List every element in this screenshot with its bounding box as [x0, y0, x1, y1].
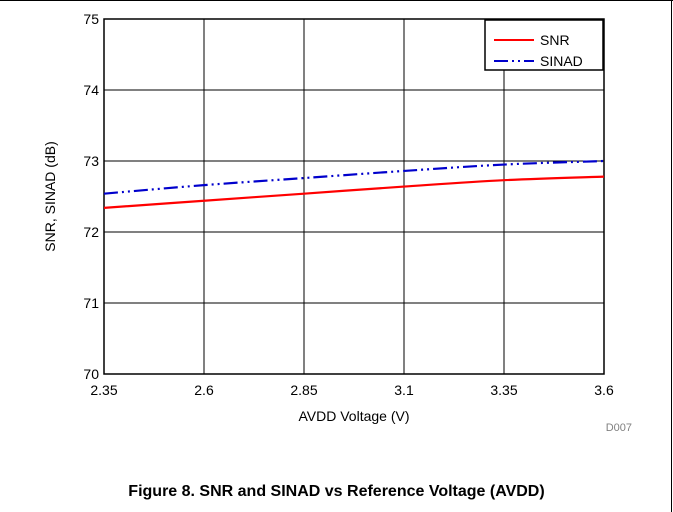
- legend: SNR SINAD: [484, 19, 604, 71]
- y-tick-label: 73: [83, 153, 99, 169]
- plot-area-border: [103, 18, 605, 375]
- y-tick-label: 71: [83, 295, 99, 311]
- series-line-snr: [103, 175, 605, 209]
- x-tick-label: 3.35: [490, 382, 517, 398]
- legend-label-snr: SNR: [540, 32, 570, 48]
- y-tick-label: 74: [83, 82, 99, 98]
- x-tick-label: 3.1: [394, 382, 414, 398]
- y-tick-label: 70: [83, 366, 99, 382]
- legend-label-sinad: SINAD: [540, 53, 583, 69]
- x-tick-label: 3.6: [594, 382, 614, 398]
- x-axis-title: AVDD Voltage (V): [298, 408, 409, 424]
- page-frame-top-border: [0, 0, 673, 1]
- series-lines: [103, 159, 605, 209]
- document-id: D007: [606, 422, 632, 434]
- x-tick-label: 2.6: [194, 382, 214, 398]
- figure-caption: Figure 8. SNR and SINAD vs Reference Vol…: [128, 483, 545, 500]
- series-line-sinad: [103, 159, 605, 195]
- y-axis-title: SNR, SINAD (dB): [42, 141, 58, 251]
- y-tick-label: 72: [83, 224, 99, 240]
- x-tick-label: 2.85: [290, 382, 317, 398]
- x-tick-label: 2.35: [90, 382, 117, 398]
- y-tick-label: 75: [83, 11, 99, 27]
- grid-lines: [104, 19, 604, 374]
- tick-labels: 2.35 2.6 2.85 3.1 3.35 3.6 70 71 72 73 74 75: [83, 11, 614, 398]
- page-frame-right-border: [671, 0, 672, 512]
